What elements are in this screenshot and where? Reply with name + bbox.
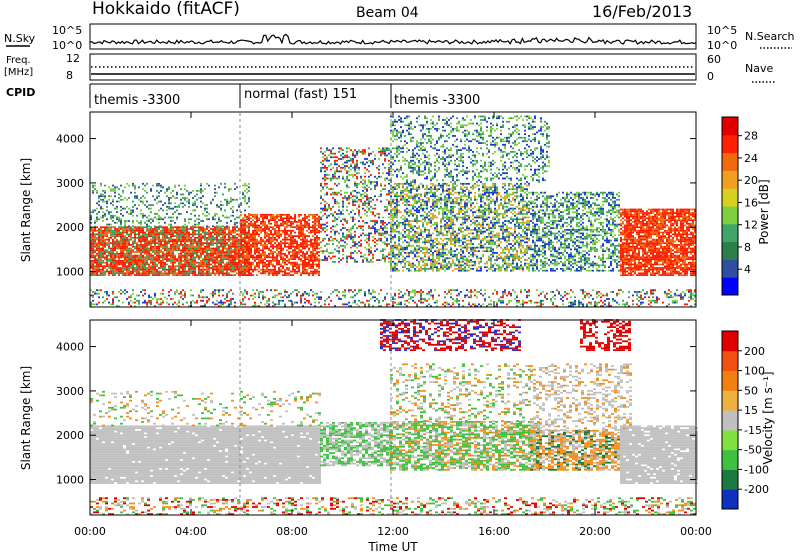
colorbar-swatch	[722, 450, 738, 470]
colorbar-swatch	[722, 469, 738, 489]
power-cbar-label: Power [dB]	[757, 179, 771, 244]
cpid-segment-1: themis -3300	[94, 93, 180, 108]
cpid-segment-2: normal (fast) 151	[244, 87, 357, 102]
nsearch-label: N.Search	[745, 30, 795, 43]
power-colorbar: 28 24 20 16 12 8 4	[722, 117, 758, 296]
colorbar-tick-label: 24	[744, 152, 758, 165]
colorbar-swatch	[722, 206, 738, 224]
nave-tick-bottom: 0	[707, 70, 714, 83]
nsky-tick-top: 10^5	[52, 24, 82, 37]
nsky-strip	[90, 24, 696, 49]
freq-tick-bottom: 8	[66, 69, 73, 82]
date-title: 16/Feb/2013	[592, 2, 692, 21]
nsky-label: N.Sky	[4, 32, 36, 45]
x-tick-label: 00:00	[680, 525, 712, 538]
colorbar-swatch	[722, 331, 738, 351]
colorbar-swatch	[722, 277, 738, 295]
colorbar-tick-label: 4	[744, 263, 751, 276]
y-tick-label: 4000	[56, 133, 84, 146]
colorbar-swatch	[722, 489, 738, 509]
nsky-series	[90, 34, 696, 44]
colorbar-swatch	[722, 170, 738, 188]
colorbar-swatch	[722, 242, 738, 260]
colorbar-tick-label: 20	[744, 174, 758, 187]
freq-label: Freq.	[6, 55, 31, 66]
colorbar-swatch	[722, 390, 738, 410]
colorbar-tick-label: 200	[744, 345, 765, 358]
station-title: Hokkaido (fitACF)	[92, 0, 240, 19]
x-tick-label: 16:00	[478, 525, 510, 538]
cpid-segment-3: themis -3300	[394, 93, 480, 108]
colorbar-swatch	[722, 224, 738, 242]
cpid-label: CPID	[6, 86, 35, 99]
colorbar-tick-label: 8	[744, 241, 751, 254]
y-tick-label: 3000	[56, 385, 84, 398]
y-tick-label: 2000	[56, 429, 84, 442]
x-tick-label: 00:00	[74, 525, 106, 538]
colorbar-swatch	[722, 135, 738, 153]
colorbar-swatch	[722, 259, 738, 277]
y-tick-label: 1000	[56, 266, 84, 279]
velocity-cbar-label: Velocity [m s⁻¹]	[761, 371, 775, 464]
colorbar-tick-label: 15	[744, 404, 758, 417]
x-tick-label: 20:00	[579, 525, 611, 538]
freq-strip	[90, 54, 696, 80]
colorbar-tick-label: -50	[744, 444, 762, 457]
nave-label: Nave	[745, 62, 773, 75]
freq-tick-top: 12	[66, 52, 80, 65]
x-tick-label: 12:00	[377, 525, 409, 538]
velocity-heatmap	[90, 319, 698, 515]
nsearch-tick-top: 10^5	[707, 24, 737, 37]
x-tick-label: 08:00	[276, 525, 308, 538]
colorbar-swatch	[722, 188, 738, 206]
colorbar-swatch	[722, 371, 738, 391]
freq-unit: [MHz]	[4, 67, 33, 78]
y-tick-label: 3000	[56, 177, 84, 190]
colorbar-tick-label: 50	[744, 384, 758, 397]
power-heatmap	[90, 116, 696, 307]
colorbar-tick-label: 12	[744, 219, 758, 232]
rti-plot: Hokkaido (fitACF) Beam 04 16/Feb/2013 N.…	[0, 0, 800, 554]
x-tick-label: 04:00	[175, 525, 207, 538]
velocity-ylabel: Slant Range [km]	[19, 366, 33, 470]
nsearch-tick-bottom: 10^0	[707, 39, 737, 52]
power-ylabel: Slant Range [km]	[19, 158, 33, 262]
colorbar-swatch	[722, 430, 738, 450]
y-tick-label: 2000	[56, 221, 84, 234]
nsky-tick-bottom: 10^0	[52, 39, 82, 52]
xaxis-title: Time UT	[367, 540, 418, 554]
y-tick-label: 1000	[56, 474, 84, 487]
colorbar-swatch	[722, 117, 738, 135]
colorbar-tick-label: 28	[744, 130, 758, 143]
colorbar-tick-label: -200	[744, 483, 769, 496]
colorbar-tick-label: 16	[744, 196, 758, 209]
beam-title: Beam 04	[356, 5, 419, 21]
nave-tick-top: 60	[707, 53, 721, 66]
colorbar-swatch	[722, 351, 738, 371]
colorbar-swatch	[722, 410, 738, 430]
colorbar-swatch	[722, 153, 738, 171]
colorbar-tick-label: -15	[744, 424, 762, 437]
y-tick-label: 4000	[56, 341, 84, 354]
